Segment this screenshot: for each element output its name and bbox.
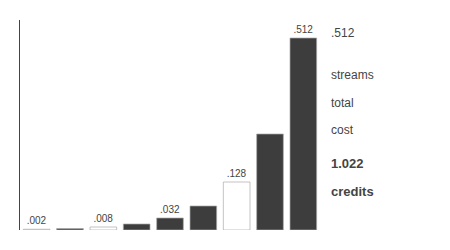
svg-text:.008: .008 (93, 213, 113, 224)
svg-text:cost: cost (331, 123, 354, 137)
svg-text:.032: .032 (160, 204, 180, 215)
svg-text:total: total (331, 96, 354, 110)
svg-text:credits: credits (331, 184, 374, 199)
svg-text:1.022: 1.022 (331, 156, 364, 171)
svg-text:.128: .128 (227, 168, 247, 179)
svg-text:.512: .512 (293, 24, 313, 35)
svg-text:streams: streams (331, 68, 374, 82)
svg-text:.512: .512 (331, 26, 355, 40)
svg-text:.002: .002 (27, 215, 47, 226)
